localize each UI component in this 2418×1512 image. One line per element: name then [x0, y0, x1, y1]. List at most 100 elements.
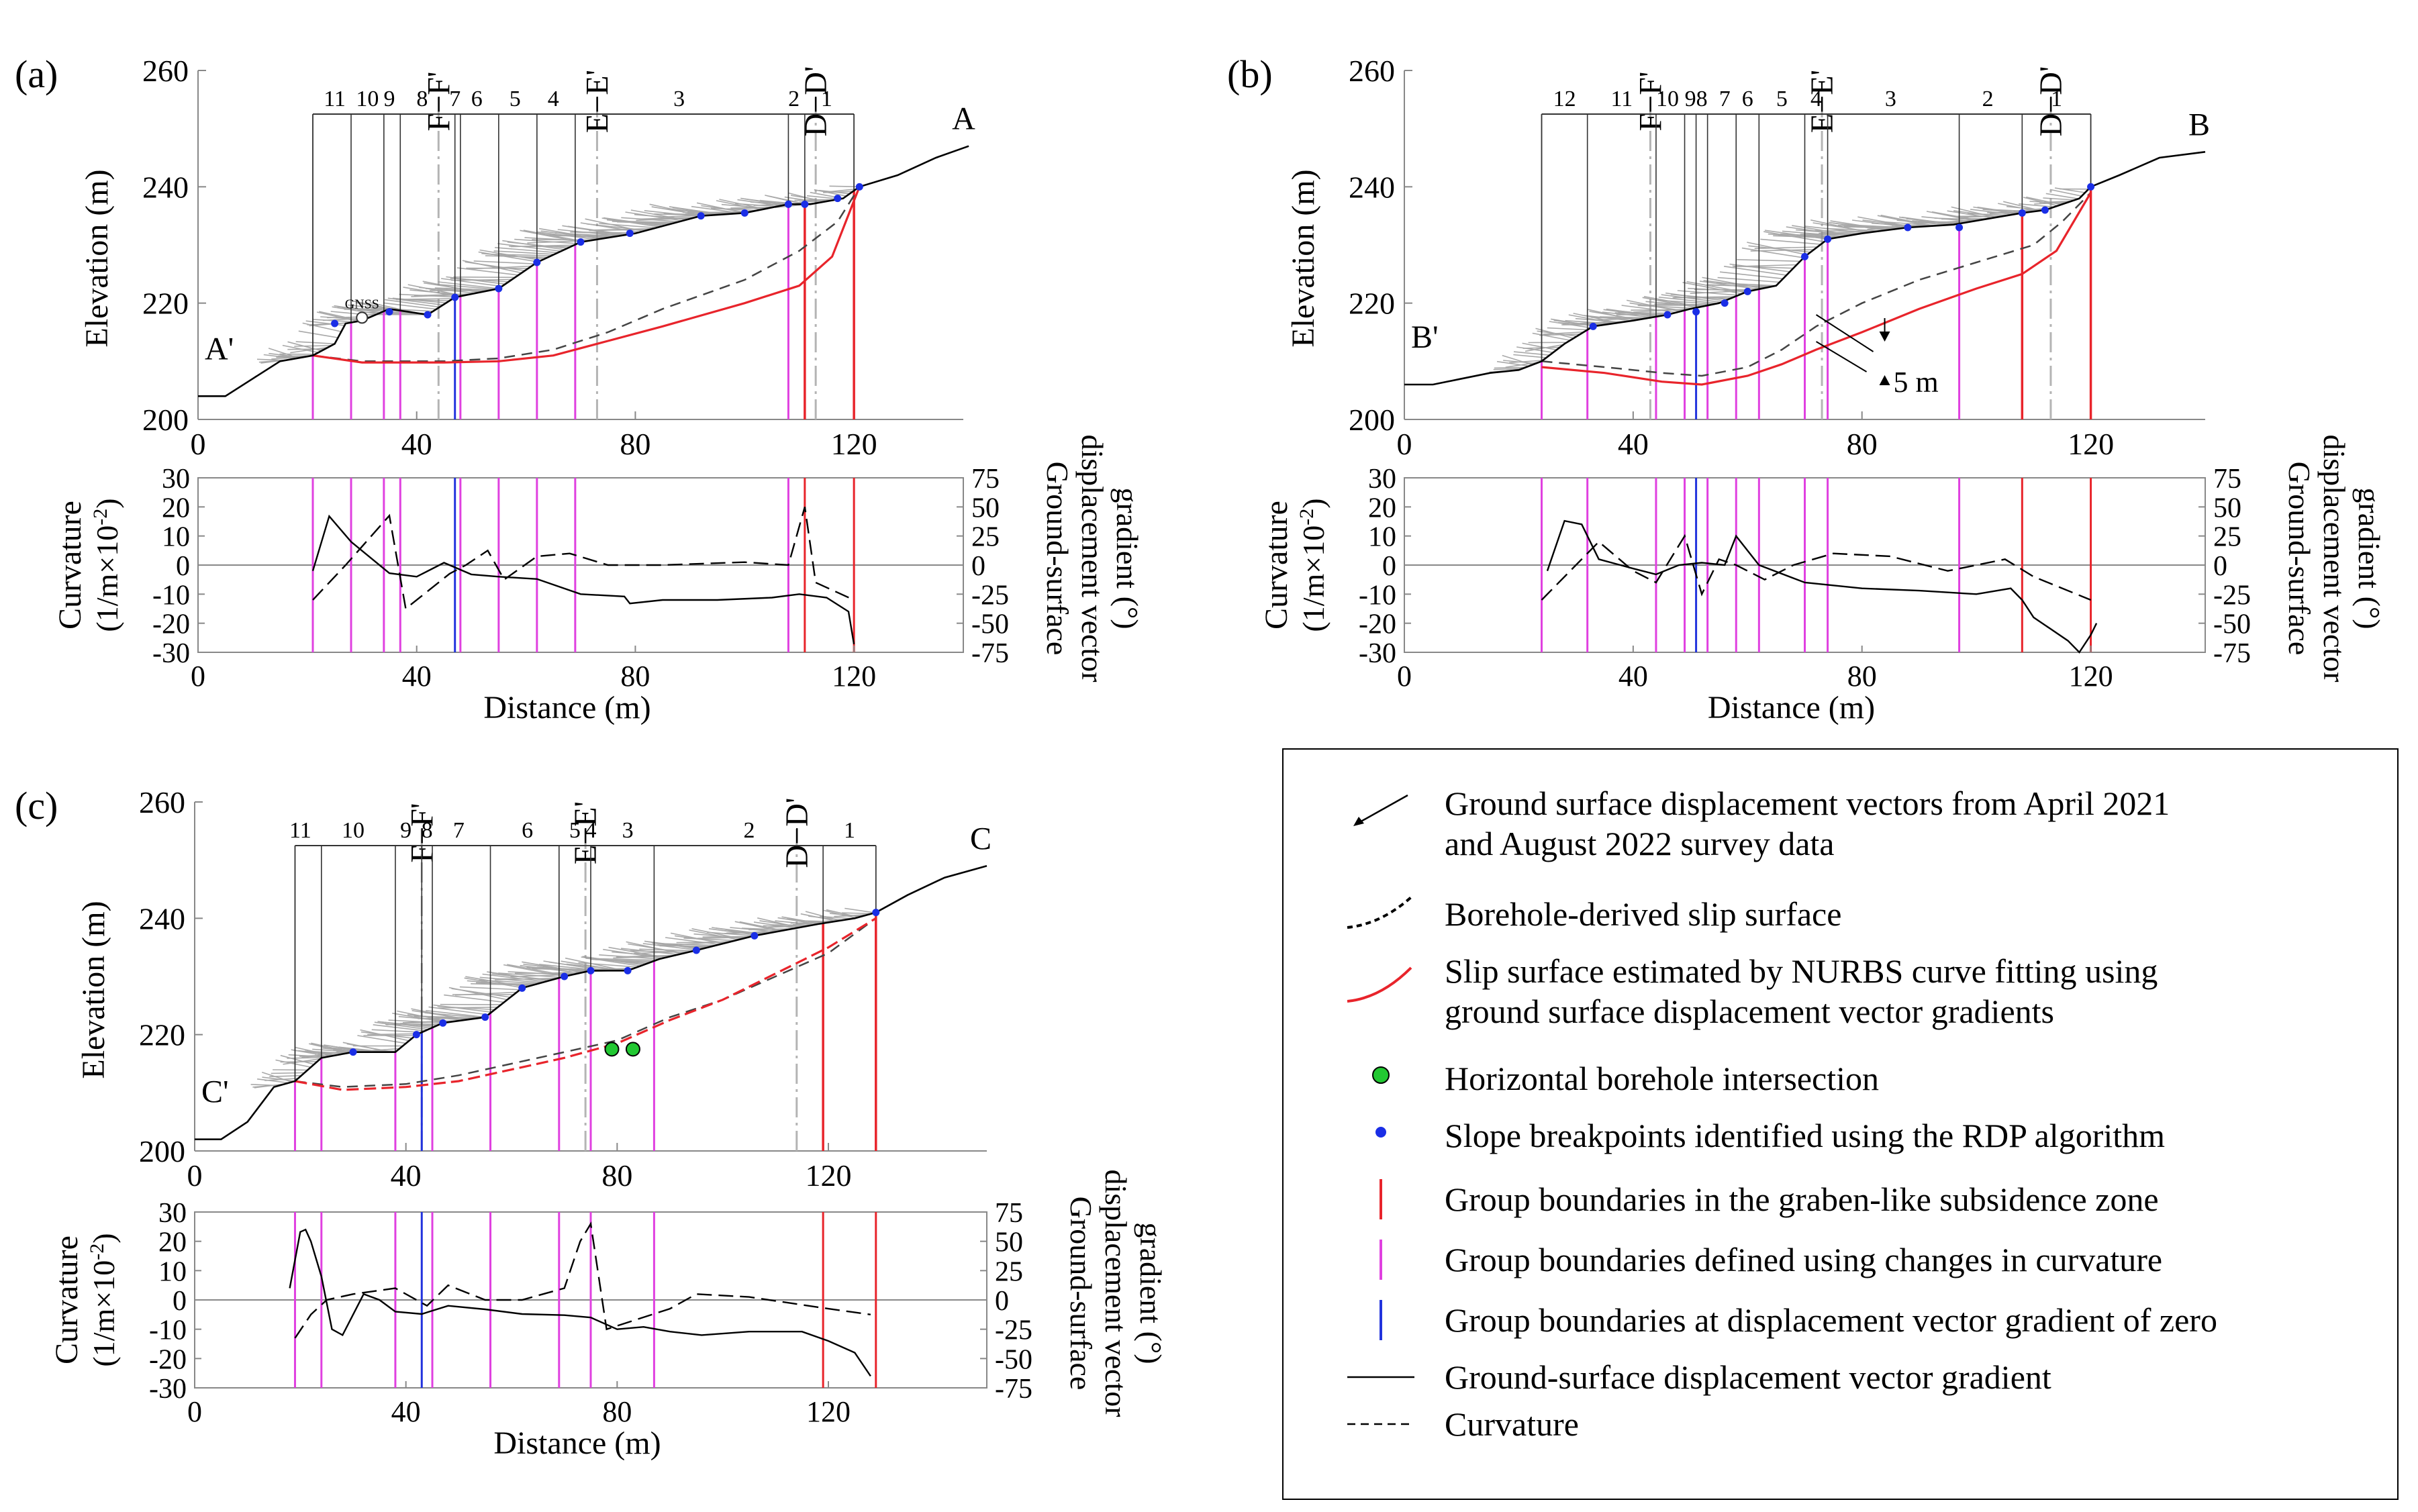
left-tick-label: 10	[158, 1256, 187, 1287]
legend-swatch	[1380, 1240, 1382, 1280]
right-tick-label: -25	[995, 1315, 1032, 1346]
scale-arrow	[1879, 375, 1890, 385]
arrow-head	[1353, 817, 1364, 826]
right-tick-label: -75	[2213, 638, 2251, 669]
group-number: 2	[1982, 87, 1994, 111]
vector-mark	[1962, 215, 2006, 218]
legend-label: Curvature	[1445, 1404, 1579, 1444]
vector-mark	[411, 294, 469, 297]
y-tick-label: 220	[139, 1018, 185, 1052]
curvature-unit-label: (1/m×10-2)	[1296, 498, 1331, 632]
group-number: 3	[673, 87, 685, 111]
rdp-breakpoint	[385, 308, 393, 316]
x-tick-label: 120	[2068, 427, 2114, 461]
scale-label: 5 m	[1894, 366, 1939, 399]
vector-mark	[444, 994, 505, 1003]
x-tick-label: 120	[806, 1395, 851, 1428]
y-tick-label: 240	[139, 901, 185, 936]
vector-mark	[1880, 214, 1935, 227]
group-number: 11	[324, 87, 346, 111]
left-tick-label: -20	[1359, 609, 1396, 640]
legend-symbol-hbi	[1344, 1052, 1418, 1105]
vector-mark	[1616, 313, 1670, 315]
vector-mark	[497, 243, 561, 252]
vector-mark	[679, 940, 732, 946]
y-tick-label: 220	[1349, 287, 1395, 321]
x-axis-label: Distance (m)	[1708, 690, 1875, 725]
vector-mark	[702, 936, 752, 938]
vector-mark	[283, 1058, 321, 1065]
right-tick-label: 50	[2213, 493, 2241, 523]
vector-mark	[1547, 327, 1588, 331]
rdp-breakpoint	[451, 293, 459, 301]
displacement-vectors	[250, 907, 875, 1089]
vector-mark	[434, 287, 493, 291]
vector-mark	[554, 232, 617, 237]
group-number: 7	[1719, 87, 1731, 111]
left-tick-label: 0	[1382, 551, 1396, 582]
group-number: 5	[510, 87, 521, 111]
vector-mark	[1509, 360, 1543, 364]
vector-mark	[1513, 351, 1550, 356]
rdp-breakpoint	[855, 183, 863, 191]
vector-mark	[549, 234, 611, 238]
unit-exponent: -2	[86, 1244, 108, 1260]
vector-mark	[593, 228, 653, 231]
legend-label-line: Horizontal borehole intersection	[1445, 1060, 1879, 1097]
curvature-label: Curvature	[1259, 501, 1294, 629]
vector-mark	[373, 1024, 426, 1031]
left-tick-label: -10	[1359, 580, 1396, 611]
vector-mark	[298, 1050, 336, 1056]
vector-mark	[1760, 238, 1821, 245]
rdp-breakpoint	[626, 230, 634, 238]
legend-swatch	[1347, 896, 1412, 929]
gradient-line	[289, 1228, 871, 1377]
rdp-breakpoint	[1692, 308, 1700, 316]
vector-mark	[1539, 334, 1581, 336]
vector-mark	[1654, 303, 1711, 305]
vector-mark	[495, 977, 559, 980]
red-curve	[1347, 966, 1412, 1003]
legend-label: Borehole-derived slip surface	[1445, 894, 1841, 934]
section-label: E−E'	[579, 70, 615, 133]
legend-swatch	[1372, 1066, 1390, 1084]
vector-mark	[454, 991, 517, 996]
group-number: 2	[744, 818, 755, 843]
group-number: 11	[1610, 87, 1633, 111]
left-tick-label: 30	[158, 1198, 187, 1229]
x-tick-label: 0	[191, 427, 206, 461]
vector-mark	[1505, 361, 1540, 368]
y-tick-label: 200	[1349, 403, 1395, 437]
vector-mark	[1754, 246, 1818, 250]
legend-label: Group boundaries in the graben-like subs…	[1445, 1179, 2159, 1219]
vector-mark	[465, 261, 526, 272]
vector-mark	[473, 260, 535, 264]
vector-mark	[2039, 200, 2072, 203]
legend-label-line: Slip surface estimated by NURBS curve fi…	[1445, 952, 2158, 990]
scale-leader	[1815, 314, 1874, 352]
legend-swatch	[1380, 1179, 1382, 1219]
vector-mark	[829, 185, 860, 188]
vector-mark	[414, 293, 473, 297]
left-tick-label: -30	[149, 1374, 187, 1405]
vector-mark	[822, 191, 853, 193]
vector-mark	[1716, 282, 1776, 287]
legend-label: Slip surface estimated by NURBS curve fi…	[1445, 951, 2158, 1031]
right-tick-label: -25	[971, 580, 1009, 611]
vector-mark	[844, 907, 875, 913]
gradient-line	[311, 514, 855, 645]
gnss-label: GNSS	[345, 297, 379, 311]
section-label: D−D'	[779, 797, 815, 868]
rdp-breakpoint	[872, 909, 880, 917]
x-tick-label: 80	[620, 427, 650, 461]
section-end-right: B	[2188, 107, 2210, 142]
vector-mark	[665, 937, 720, 946]
vector-mark	[683, 938, 736, 942]
vector-mark	[1594, 317, 1646, 321]
group-number: 9	[400, 818, 412, 843]
vector-mark	[269, 1074, 301, 1078]
right-tick-label: -50	[971, 609, 1009, 640]
x-tick-label: 40	[391, 1158, 422, 1193]
